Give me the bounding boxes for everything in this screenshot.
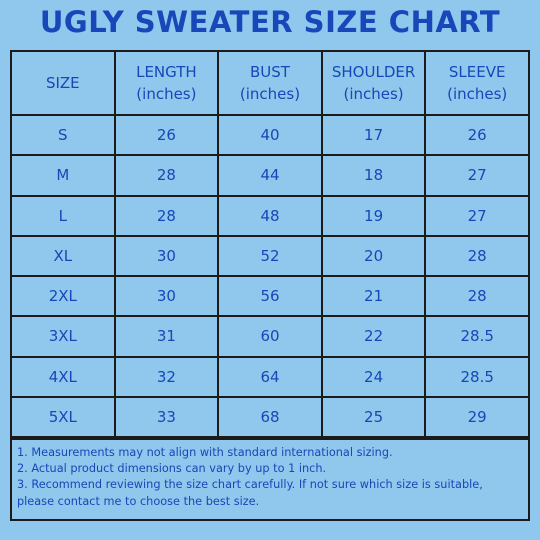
cell-length: 30: [113, 234, 220, 278]
cell-bust: 40: [217, 113, 323, 157]
table-row: L 28 48 19 27: [10, 194, 530, 237]
cell-shoulder: 20: [320, 234, 427, 278]
header-unit: (inches): [343, 85, 404, 103]
cell-shoulder: 21: [320, 274, 427, 318]
note-item: 1. Measurements may not align with stand…: [17, 446, 393, 459]
cell-bust: 60: [217, 315, 323, 358]
cell-shoulder: 17: [320, 113, 427, 157]
cell-length: 30: [113, 274, 220, 318]
cell-sleeve: 28.5: [424, 315, 530, 358]
header-shoulder: SHOULDER (inches): [320, 50, 427, 116]
cell-size: 2XL: [10, 274, 116, 318]
table-row: XL 30 52 20 28: [10, 234, 530, 278]
cell-sleeve: 28: [424, 234, 530, 278]
table-row: M 28 44 18 27: [10, 154, 530, 197]
cell-sleeve: 26: [424, 113, 530, 157]
cell-length: 31: [113, 315, 220, 358]
cell-size: 5XL: [10, 395, 116, 439]
cell-bust: 68: [217, 395, 323, 439]
cell-length: 26: [113, 113, 220, 157]
note-item: 3. Recommend reviewing the size chart ca…: [17, 478, 483, 508]
header-label: SHOULDER: [331, 63, 416, 81]
cell-size: 4XL: [10, 355, 116, 398]
table-row: S 26 40 17 26: [10, 113, 530, 157]
cell-bust: 44: [217, 154, 323, 197]
table-row: 3XL 31 60 22 28.5: [10, 315, 530, 358]
cell-size: L: [10, 194, 116, 237]
header-unit: (inches): [136, 85, 197, 103]
cell-sleeve: 27: [424, 154, 530, 197]
cell-length: 32: [113, 355, 220, 398]
table-row: 2XL 30 56 21 28: [10, 274, 530, 318]
note-item: 2. Actual product dimensions can vary by…: [17, 462, 327, 476]
cell-length: 33: [113, 395, 220, 439]
header-unit: (inches): [447, 85, 508, 103]
header-label: SLEEVE: [448, 63, 506, 81]
header-label: LENGTH: [136, 63, 197, 81]
cell-length: 28: [113, 194, 220, 237]
cell-bust: 56: [217, 274, 323, 318]
table-row: 5XL 33 68 25 29: [10, 395, 530, 439]
header-bust: BUST (inches): [217, 50, 323, 116]
cell-sleeve: 28: [424, 274, 530, 318]
cell-shoulder: 25: [320, 395, 427, 439]
cell-sleeve: 27: [424, 194, 530, 237]
cell-size: M: [10, 154, 116, 197]
cell-size: S: [10, 113, 116, 157]
header-label: SIZE: [45, 74, 80, 92]
cell-bust: 52: [217, 234, 323, 278]
cell-sleeve: 29: [424, 395, 530, 439]
header-unit: (inches): [239, 85, 301, 103]
size-chart-table: SIZE LENGTH (inches) BUST (inches) SHOUL…: [10, 50, 530, 439]
header-length: LENGTH (inches): [113, 50, 220, 116]
cell-length: 28: [113, 154, 220, 197]
table-header-row: SIZE LENGTH (inches) BUST (inches) SHOUL…: [10, 50, 530, 116]
cell-shoulder: 19: [320, 194, 427, 237]
cell-bust: 48: [217, 194, 323, 237]
header-label: BUST: [250, 63, 290, 81]
cell-sleeve: 28.5: [424, 355, 530, 398]
cell-bust: 64: [217, 355, 323, 398]
cell-shoulder: 24: [320, 355, 427, 398]
page-title: UGLY SWEATER SIZE CHART: [39, 5, 501, 39]
table-row: 4XL 32 64 24 28.5: [10, 355, 530, 398]
notes-box: 1. Measurements may not align with stand…: [10, 438, 530, 521]
header-sleeve: SLEEVE (inches): [424, 50, 530, 116]
header-size: SIZE: [10, 50, 116, 116]
cell-size: 3XL: [10, 315, 116, 358]
cell-shoulder: 22: [320, 315, 427, 358]
cell-shoulder: 18: [320, 154, 427, 197]
cell-size: XL: [10, 234, 116, 278]
